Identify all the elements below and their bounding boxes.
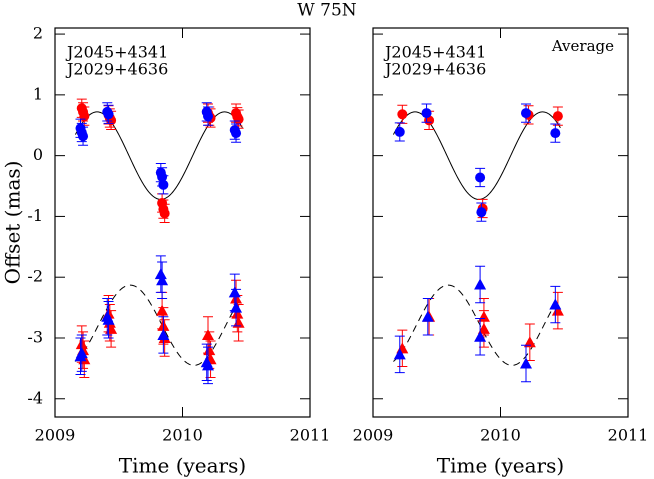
legend-label: J2029+4636	[65, 60, 168, 79]
triangle-point	[202, 328, 214, 340]
circle-point	[157, 171, 168, 182]
circle-point	[421, 108, 432, 119]
triangle-point	[154, 268, 167, 280]
triangle-point	[520, 357, 532, 369]
circle-point	[231, 128, 242, 139]
triangle-point	[156, 304, 169, 316]
triangle-point	[203, 344, 216, 356]
circle-point	[394, 126, 405, 137]
triangle-point	[421, 310, 434, 322]
y-tick-label: -4	[27, 388, 43, 407]
x-tick-label: 2010	[162, 426, 203, 445]
x-axis-label: Time (years)	[119, 454, 246, 478]
circle-point	[103, 109, 114, 120]
triangle-point	[474, 278, 487, 290]
y-tick-label: 1	[33, 84, 43, 103]
circle-point	[521, 108, 531, 119]
triangle-point	[102, 313, 115, 325]
circle-point	[397, 109, 408, 120]
triangle-point	[157, 328, 170, 340]
y-tick-label: -1	[27, 206, 43, 225]
circle-point	[203, 111, 213, 122]
circle-point	[475, 172, 486, 183]
x-tick-label: 2009	[353, 426, 394, 445]
circle-point	[550, 128, 561, 139]
circle-point	[552, 111, 563, 122]
triangle-point	[230, 301, 243, 313]
figure-title: W 75N	[297, 1, 357, 21]
circle-point	[158, 179, 169, 190]
y-tick-label: 2	[33, 24, 43, 43]
triangle-point	[231, 307, 244, 319]
x-axis-label: Time (years)	[437, 454, 564, 478]
triangle-point	[523, 336, 536, 348]
circle-point	[79, 111, 90, 122]
circle-point	[476, 207, 487, 218]
x-tick-label: 2011	[290, 426, 331, 445]
circle-point	[233, 114, 244, 125]
circle-point	[78, 131, 89, 142]
legend-label: J2045+4341	[65, 43, 168, 62]
x-tick-label: 2009	[35, 426, 76, 445]
y-tick-label: 0	[33, 145, 43, 164]
annotation: Average	[551, 37, 614, 55]
legend-label: J2045+4341	[383, 43, 486, 62]
triangle-point	[202, 359, 214, 371]
plot-frame	[372, 27, 629, 418]
triangle-point	[477, 322, 490, 334]
triangle-point	[393, 348, 406, 360]
triangle-point	[474, 330, 487, 342]
legend-label: J2029+4636	[383, 60, 486, 79]
triangle-point	[549, 298, 562, 310]
y-tick-label: -2	[27, 267, 43, 286]
triangle-point	[75, 347, 88, 359]
plot-frame	[54, 27, 311, 418]
y-axis-label: Offset (mas)	[1, 161, 25, 285]
triangle-point	[156, 274, 169, 286]
y-tick-label: -3	[27, 327, 43, 346]
model-curve	[393, 284, 558, 366]
x-tick-label: 2010	[480, 426, 521, 445]
x-tick-label: 2011	[608, 426, 649, 445]
triangle-point	[228, 286, 241, 298]
circle-point	[159, 208, 170, 219]
